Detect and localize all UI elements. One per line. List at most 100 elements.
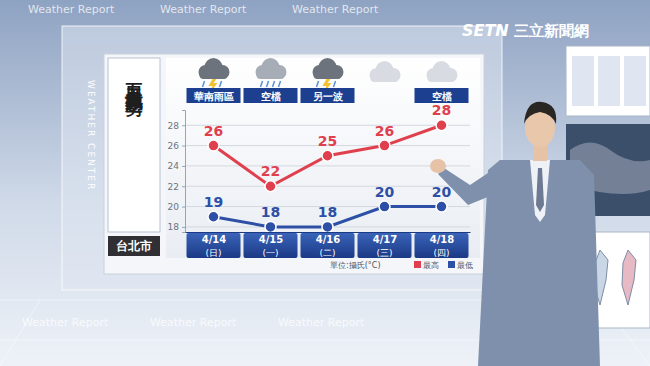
presenter — [430, 102, 600, 366]
x-tick: 4/16 — [316, 232, 341, 245]
weekday-label: (二) — [319, 248, 335, 258]
side-panel-item — [572, 56, 594, 106]
legend-swatch — [448, 261, 455, 268]
weekday-label: (三) — [376, 248, 392, 258]
x-axis: 4/14 4/15 4/16 4/17 4/18 — [186, 232, 471, 245]
annotation-box — [415, 88, 469, 103]
panel — [104, 54, 484, 274]
weekday-label: (日) — [205, 248, 221, 258]
data-label: 28 — [432, 102, 451, 118]
chart-title: 五日天氣趨勢 — [124, 68, 145, 118]
weekday-labels: (日) (一) (二) (三) (四) — [205, 248, 449, 258]
data-label: 20 — [432, 184, 452, 200]
y-tick-mark — [182, 125, 185, 126]
watermark: Weather Report — [28, 3, 115, 16]
presenter-tie — [536, 168, 544, 212]
data-label: 18 — [318, 204, 337, 220]
annotation: 另一波 — [313, 91, 344, 102]
title-box — [108, 58, 160, 232]
weather-icon — [313, 58, 344, 93]
data-point — [322, 150, 333, 161]
y-tick-label: 20 — [168, 202, 180, 212]
decor-line — [0, 300, 40, 366]
data-label: 18 — [261, 204, 280, 220]
y-axis: 182022242628 — [168, 111, 186, 233]
unit-label: 單位:攝氏(°C) — [330, 261, 381, 270]
rain-drop — [267, 81, 269, 87]
weather-icon — [370, 61, 401, 82]
x-tick-label: 4/15 — [259, 234, 284, 245]
cloud-base — [428, 74, 456, 82]
y-tick: 26 — [168, 141, 185, 151]
logo-mark: SETN — [462, 21, 509, 40]
x-tick: 4/15 — [259, 232, 284, 245]
weekday-label: (四) — [433, 248, 449, 258]
annotation: 華南雨區 — [193, 91, 234, 102]
y-tick-mark — [182, 207, 185, 208]
y-tick-mark — [182, 227, 185, 228]
legend-label: 最高 — [423, 261, 439, 270]
legend-label: 最低 — [457, 261, 473, 270]
grid — [185, 125, 470, 227]
chart-subtitle: 台北市 — [116, 239, 152, 253]
y-tick-label: 24 — [168, 161, 180, 171]
y-tick: 20 — [168, 202, 185, 212]
legend: 單位:攝氏(°C) 最高 最低 — [330, 261, 473, 270]
annotation: 空檔 — [432, 91, 452, 102]
presenter-neck — [533, 145, 547, 161]
y-tick-label: 26 — [168, 141, 180, 151]
y-tick: 24 — [168, 161, 185, 171]
cloud-base — [314, 71, 342, 79]
data-label: 26 — [375, 123, 394, 139]
x-tick: 4/17 — [373, 232, 398, 245]
annotations: 華南雨區 空檔 另一波 空檔 — [187, 88, 469, 103]
y-axis-line — [182, 111, 186, 233]
map-shape — [622, 250, 636, 305]
grid-line — [185, 165, 470, 166]
y-tick-label: 28 — [168, 121, 180, 131]
presenter-shirt — [530, 160, 550, 222]
plot-marks — [208, 120, 447, 232]
data-label: 20 — [375, 184, 395, 200]
data-point — [436, 201, 447, 212]
x-tick-label: 4/14 — [202, 234, 227, 245]
rain-drop — [279, 81, 281, 87]
watermark: Weather Report — [278, 316, 365, 329]
x-tick: 4/18 — [430, 232, 455, 245]
annotation-box — [301, 88, 355, 103]
date-cell — [301, 233, 355, 258]
annotation-box — [187, 88, 241, 103]
y-tick: 28 — [168, 121, 185, 131]
subtitle-box — [108, 236, 160, 256]
watermark: Weather Report — [22, 316, 109, 329]
plot-background — [166, 58, 480, 258]
x-tick: 4/14 — [202, 232, 227, 245]
grid-line — [185, 125, 470, 126]
rain-drop — [261, 81, 263, 87]
y-tick-label: 22 — [168, 182, 179, 192]
y-tick-mark — [182, 186, 185, 187]
weekday-label: (一) — [262, 248, 278, 258]
rain-drop — [334, 81, 336, 87]
cloud-base — [371, 74, 399, 82]
data-point — [379, 140, 390, 151]
legend-swatch — [414, 261, 421, 268]
data-point — [265, 221, 276, 232]
x-tick-label: 4/17 — [373, 234, 398, 245]
weather-icon — [427, 61, 458, 82]
presenter-hair — [524, 102, 556, 124]
weather-icons — [199, 58, 458, 93]
presenter-hand — [430, 159, 446, 173]
data-point — [436, 120, 447, 131]
watermark: Weather Report — [292, 3, 379, 16]
rain-drop — [203, 81, 205, 87]
y-tick-mark — [182, 166, 185, 167]
rain-drop — [273, 81, 275, 87]
data-label: 22 — [261, 163, 280, 179]
presenter-arm — [438, 165, 505, 205]
annotation: 空檔 — [261, 91, 281, 102]
annotation-box — [244, 88, 298, 103]
grid-line — [185, 186, 470, 187]
rain-drop — [317, 81, 319, 87]
background — [0, 0, 650, 366]
